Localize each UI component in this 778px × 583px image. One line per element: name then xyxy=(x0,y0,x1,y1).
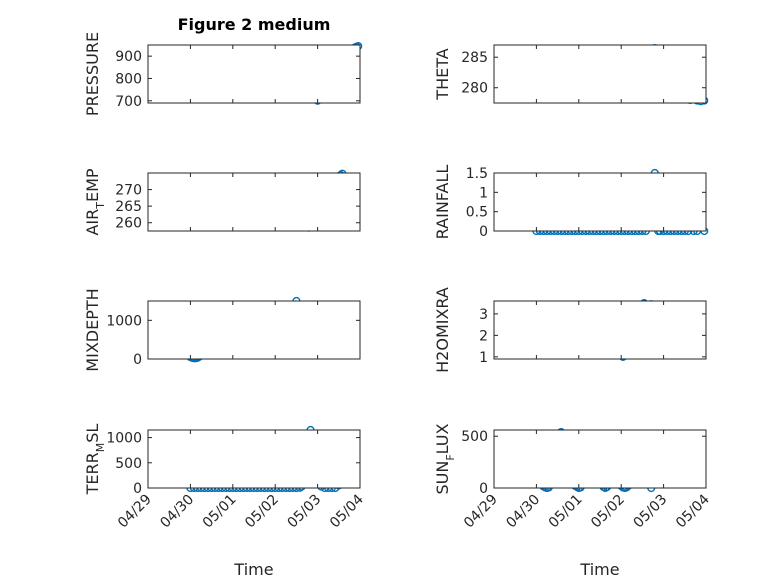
axes-frame xyxy=(493,300,707,360)
y-axis-label: H2OMIXRA xyxy=(433,287,452,373)
axes-frame xyxy=(493,172,707,232)
panel-terr-msl: 0 500 1000 04/29 04/30 05/01 05/02 05/03 05/04 Ti… xyxy=(83,424,367,579)
y-axis-label-main: H2OMIXRA xyxy=(433,287,452,373)
panel-sun-flux: 0 500 04/29 04/30 05/01 05/02 05/03 05/04 Time SU… xyxy=(433,423,713,579)
y-tick-label: 1 xyxy=(479,350,488,366)
y-tick-label: 270 xyxy=(115,183,142,199)
x-tick-label: 05/02 xyxy=(588,492,628,532)
y-axis-label: AIRTEMP xyxy=(83,168,107,235)
y-tick-label: 700 xyxy=(115,94,142,110)
panel-theta: 280 285 THETA xyxy=(433,43,709,106)
y-tick-label: 1 xyxy=(479,185,488,201)
y-axis-label-main: AIR xyxy=(83,209,102,236)
y-tick-label: 0 xyxy=(479,481,488,497)
y-tick-label: 0 xyxy=(133,481,142,497)
x-tick-label: 04/30 xyxy=(157,492,197,532)
y-axis-label-main: MIXDEPTH xyxy=(83,288,102,371)
y-axis-label-tail: SL xyxy=(83,424,102,443)
axes-frame xyxy=(147,429,361,489)
x-tick-label: 04/30 xyxy=(503,492,543,532)
y-tick-label: 500 xyxy=(115,456,142,472)
y-axis-label-main: RAINFALL xyxy=(433,165,452,240)
y-tick-label: 1000 xyxy=(106,431,142,447)
y-tick-label: 500 xyxy=(461,429,488,445)
axes-frame xyxy=(493,429,707,489)
y-tick-label: 0 xyxy=(133,352,142,368)
y-axis-label-main: TERR xyxy=(83,452,102,495)
y-axis-label: PRESSURE xyxy=(83,32,102,116)
x-tick-label: 05/02 xyxy=(242,492,282,532)
axes-frame xyxy=(147,44,361,104)
y-tick-label: 1.5 xyxy=(466,166,488,182)
y-axis-label-sub: F xyxy=(444,454,457,460)
y-tick-label: 0.5 xyxy=(466,205,488,221)
x-tick-label: 04/29 xyxy=(461,492,501,532)
axes-frame xyxy=(147,300,361,360)
y-tick-label: 280 xyxy=(461,81,488,97)
x-tick-label: 04/29 xyxy=(115,492,155,532)
y-tick-label: 800 xyxy=(115,71,142,87)
y-tick-label: 2 xyxy=(479,328,488,344)
y-tick-label: 1000 xyxy=(106,313,142,329)
y-tick-label: 3 xyxy=(479,307,488,323)
y-axis-label-main: THETA xyxy=(433,48,452,100)
x-tick-label: 05/01 xyxy=(546,492,586,532)
y-axis-label-sub: T xyxy=(94,202,107,210)
panel-rainfall: 0 0.5 1 1.5 RAINFALL xyxy=(433,165,709,240)
y-tick-label: 285 xyxy=(461,50,488,66)
x-tick-label: 05/03 xyxy=(285,492,325,532)
y-axis-label: RAINFALL xyxy=(433,165,452,240)
y-axis-label: THETA xyxy=(433,48,452,100)
y-axis-label: TERRMSL xyxy=(83,424,107,496)
y-axis-label-sub: M xyxy=(94,443,107,453)
x-tick-label: 05/04 xyxy=(327,491,367,531)
x-tick-label: 05/04 xyxy=(673,491,713,531)
x-tick-label: 05/03 xyxy=(631,492,671,532)
panel-pressure: 700 800 900 PRESSURE xyxy=(83,32,363,116)
y-tick-label: 900 xyxy=(115,49,142,65)
x-axis-label: Time xyxy=(233,560,273,579)
y-axis-label-tail: LUX xyxy=(433,423,452,454)
y-axis-label: SUNFLUX xyxy=(433,423,457,494)
x-tick-label: 05/01 xyxy=(200,492,240,532)
axes-frame xyxy=(147,172,361,232)
y-axis-label-main: PRESSURE xyxy=(83,32,102,116)
y-tick-label: 0 xyxy=(479,224,488,240)
y-axis-label-tail: EMP xyxy=(83,168,102,202)
y-tick-label: 260 xyxy=(115,216,142,232)
y-axis-label-main: SUN xyxy=(433,461,452,495)
panel-h2omixra: 1 2 3 H2OMIXRA xyxy=(433,287,707,373)
axes-frame xyxy=(493,44,707,104)
y-tick-label: 265 xyxy=(115,199,142,215)
chart-title: Figure 2 medium xyxy=(178,15,331,34)
y-axis-label: MIXDEPTH xyxy=(83,288,102,371)
x-axis-label: Time xyxy=(579,560,619,579)
